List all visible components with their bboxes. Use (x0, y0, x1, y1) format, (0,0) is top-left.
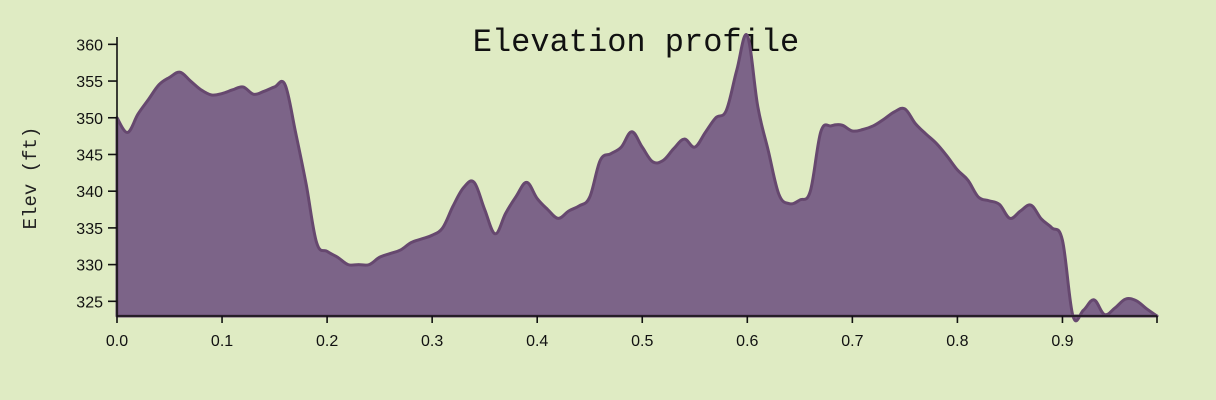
axes (116, 37, 1157, 317)
x-tick-label-4: 0.4 (526, 333, 548, 350)
x-tick-label-9: 0.9 (1051, 333, 1073, 350)
y-axis-label: Elev (ft) (20, 127, 42, 230)
y-tick-label-2: 335 (76, 221, 103, 238)
x-tick-label-7: 0.7 (841, 333, 863, 350)
y-axis-ticks: 325 330 335 340 345 350 355 360 (76, 37, 117, 311)
y-tick-label-3: 340 (76, 184, 103, 201)
y-tick-label-0: 325 (76, 294, 103, 311)
x-tick-label-2: 0.2 (316, 333, 338, 350)
x-tick-label-6: 0.6 (736, 333, 758, 350)
x-axis-ticks: 0.0 0.1 0.2 0.3 0.4 0.5 0.6 0.7 0.8 0.9 (106, 316, 1158, 350)
x-tick-label-1: 0.1 (211, 333, 233, 350)
x-tick-label-0: 0.0 (106, 333, 128, 350)
y-tick-label-4: 345 (76, 147, 103, 164)
y-tick-label-1: 330 (76, 258, 103, 275)
x-tick-label-5: 0.5 (631, 333, 653, 350)
elevation-area (115, 33, 1159, 323)
x-tick-label-8: 0.8 (946, 333, 968, 350)
plot-area (115, 33, 1159, 323)
x-tick-label-3: 0.3 (421, 333, 443, 350)
y-tick-label-7: 360 (76, 37, 103, 54)
y-tick-label-6: 355 (76, 74, 103, 91)
y-tick-label-5: 350 (76, 111, 103, 128)
